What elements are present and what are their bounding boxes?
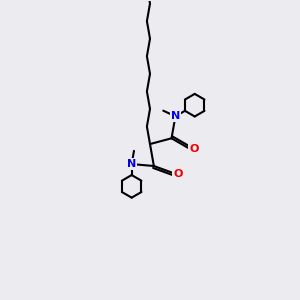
Text: O: O xyxy=(173,169,182,178)
Text: O: O xyxy=(189,144,199,154)
Text: N: N xyxy=(127,159,136,169)
Text: N: N xyxy=(171,111,180,121)
